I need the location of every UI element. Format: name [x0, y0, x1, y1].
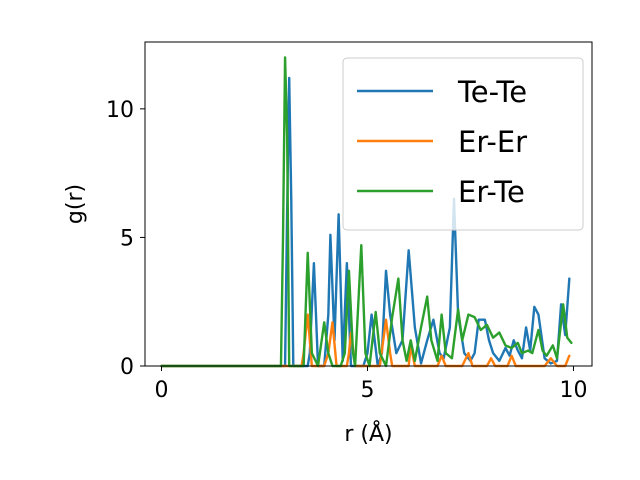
y-tick-label: 5 — [120, 226, 134, 251]
y-tick-label: 10 — [106, 98, 134, 123]
x-tick-label: 5 — [360, 378, 374, 403]
legend-label-te-te: Te-Te — [457, 75, 527, 109]
x-tick-label: 0 — [154, 378, 168, 403]
series-line-er-er — [160, 313, 571, 368]
x-tick-label: 10 — [559, 378, 587, 403]
plot-frame — [144, 41, 593, 367]
x-axis-label: r (Å) — [344, 420, 392, 447]
y-axis-label: g(r) — [63, 184, 88, 224]
x-axis-ticks: 0 5 10 — [154, 366, 587, 403]
legend: Te-Te Er-Er Er-Te — [342, 57, 584, 231]
series-line-er-te — [160, 56, 573, 368]
y-tick-label: 0 — [120, 355, 134, 380]
legend-box — [342, 57, 584, 231]
legend-label-er-er: Er-Er — [458, 125, 527, 159]
legend-label-er-te: Er-Te — [458, 175, 525, 209]
y-axis-ticks: 0 5 10 — [106, 98, 145, 380]
